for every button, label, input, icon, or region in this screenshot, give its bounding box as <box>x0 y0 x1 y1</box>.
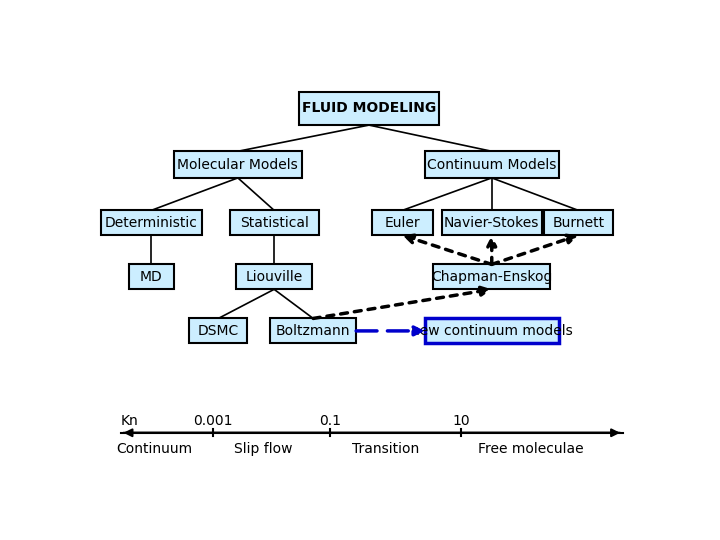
Text: Transition: Transition <box>352 442 419 456</box>
FancyBboxPatch shape <box>425 319 559 343</box>
Text: Boltzmann: Boltzmann <box>276 324 351 338</box>
Text: Molecular Models: Molecular Models <box>178 158 298 172</box>
FancyBboxPatch shape <box>129 265 174 289</box>
Text: Chapman-Enskog: Chapman-Enskog <box>431 270 552 284</box>
Text: Burnett: Burnett <box>552 216 604 230</box>
Text: Navier-Stokes: Navier-Stokes <box>444 216 539 230</box>
Text: 10: 10 <box>452 414 470 428</box>
Text: 0.1: 0.1 <box>319 414 341 428</box>
Text: Statistical: Statistical <box>240 216 309 230</box>
Text: FLUID MODELING: FLUID MODELING <box>302 102 436 116</box>
FancyBboxPatch shape <box>433 265 550 289</box>
FancyBboxPatch shape <box>189 319 248 343</box>
Text: Continuum: Continuum <box>116 442 192 456</box>
Text: Deterministic: Deterministic <box>105 216 198 230</box>
FancyBboxPatch shape <box>270 319 356 343</box>
Text: 0.001: 0.001 <box>193 414 233 428</box>
Text: MD: MD <box>140 270 163 284</box>
FancyBboxPatch shape <box>372 211 433 235</box>
FancyBboxPatch shape <box>230 211 319 235</box>
FancyBboxPatch shape <box>101 211 202 235</box>
FancyBboxPatch shape <box>441 211 542 235</box>
FancyBboxPatch shape <box>544 211 613 235</box>
Text: Kn: Kn <box>121 414 138 428</box>
Text: Free moleculae: Free moleculae <box>478 442 584 456</box>
FancyBboxPatch shape <box>236 265 312 289</box>
Text: Euler: Euler <box>384 216 420 230</box>
FancyBboxPatch shape <box>425 151 559 178</box>
Text: DSMC: DSMC <box>198 324 239 338</box>
Text: Continuum Models: Continuum Models <box>427 158 557 172</box>
FancyBboxPatch shape <box>174 151 302 178</box>
Text: new continuum models: new continuum models <box>411 324 572 338</box>
Text: Slip flow: Slip flow <box>234 442 292 456</box>
Text: Liouville: Liouville <box>246 270 303 284</box>
FancyBboxPatch shape <box>300 92 438 125</box>
